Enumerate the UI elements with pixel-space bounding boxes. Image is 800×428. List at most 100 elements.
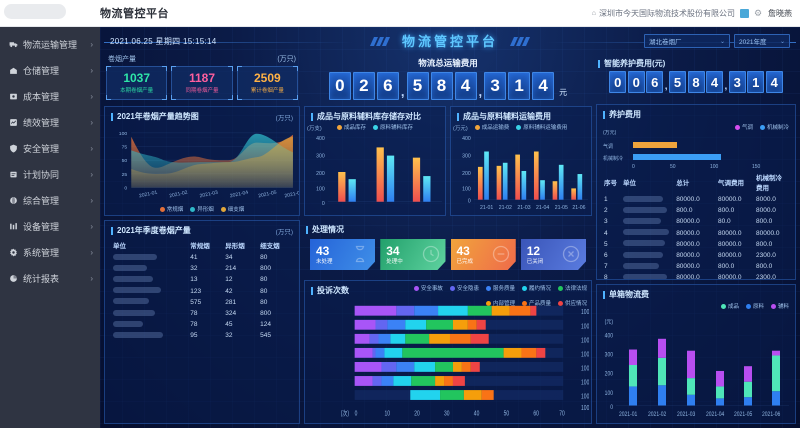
svg-text:0: 0 <box>468 199 471 205</box>
svg-text:70: 70 <box>559 410 565 418</box>
year-select[interactable]: 2021年度 ⌄ <box>734 34 790 48</box>
sidebar-item-warehouse[interactable]: 仓储管理 › <box>0 57 100 83</box>
table-row[interactable]: 78 324 800 <box>110 308 294 319</box>
maint-fee-legend: 气调 机械制冷 <box>734 122 789 132</box>
cell-shaped: 45 <box>225 321 233 329</box>
panel-toggle-icon[interactable] <box>740 8 749 18</box>
svg-text:400: 400 <box>605 333 613 339</box>
sidebar-item-plan[interactable]: 计划协同 › <box>0 161 100 187</box>
status-card-pending[interactable]: 43 未处理 <box>310 239 375 270</box>
sidebar-item-performance[interactable]: 绩效管理 › <box>0 109 100 135</box>
status-label: 处理中 <box>386 258 403 265</box>
svg-text:200: 200 <box>462 171 471 177</box>
gear-icon[interactable]: ⚙ <box>754 7 763 18</box>
status-card-closed[interactable]: 12 已关闭 <box>521 239 586 270</box>
digit: 0 <box>328 71 351 100</box>
cell-slim: 800 <box>260 265 272 273</box>
table-row[interactable]: 1 80000.0 80000.0 8000.0 <box>601 194 791 205</box>
table-row[interactable]: 95 32 545 <box>110 330 294 341</box>
svg-text:21-03: 21-03 <box>517 205 530 211</box>
table-row[interactable]: 7 80000.0 800.0 800.0 <box>601 261 791 272</box>
legend-item: 安全事故 <box>413 284 443 292</box>
status-card-done[interactable]: 43 已完成 <box>451 239 516 270</box>
sidebar-item-label: 计划协同 <box>23 169 60 180</box>
table-row[interactable]: 3 80000.0 80.0 800.0 <box>601 216 791 227</box>
sidebar-item-comprehensive[interactable]: 综合管理 › <box>0 187 100 213</box>
cell-unit <box>620 250 673 261</box>
cell-shaped: 42 <box>225 287 233 295</box>
table-row[interactable]: 5 80000.0 80000.0 800.0 <box>601 239 791 250</box>
table-row[interactable]: 4 80000.0 80000.0 80000.0 <box>601 228 791 239</box>
svg-text:100: 100 <box>581 379 589 387</box>
factory-select[interactable]: 湖北卷烟厂 ⌄ <box>644 34 730 48</box>
svg-text:0: 0 <box>610 405 613 411</box>
sidebar-item-cost[interactable]: 成本管理 › <box>0 83 100 109</box>
cell-mech: 8000.0 <box>755 207 776 215</box>
table-row[interactable]: 41 34 80 <box>110 252 294 263</box>
prod-trend-chart: 100 75 50 25 0 2021-01 2021-02 2021-0 <box>105 125 299 213</box>
status-label: 未处理 <box>316 258 333 265</box>
table-row[interactable]: 123 42 80 <box>110 286 294 297</box>
status-label: 已关闭 <box>526 258 544 265</box>
cell-regular: 123 <box>190 287 202 295</box>
sidebar-item-reports[interactable]: 统计报表 › <box>0 265 100 291</box>
panel-title: 单箱物流费 <box>597 285 795 302</box>
dashboard-title: 物流管控平台 <box>401 34 498 49</box>
user-name[interactable]: 詹晓燕 <box>768 8 792 18</box>
table-row[interactable]: 575 281 80 <box>110 297 294 308</box>
svg-text:100: 100 <box>316 186 325 192</box>
cell-unit <box>110 252 187 263</box>
table-row[interactable]: 13 12 80 <box>110 274 294 285</box>
sidebar-item-transport[interactable]: 物流运输管理 › <box>0 31 100 57</box>
svg-text:0: 0 <box>124 186 127 192</box>
table-row[interactable]: 6 80000.0 80000.0 2300.0 <box>601 250 791 261</box>
kpi-card[interactable]: 1187 同期卷烟产量 <box>171 66 233 100</box>
table-row[interactable]: 78 45 124 <box>110 319 294 330</box>
top-bar-left <box>0 0 100 26</box>
datetime-label: 2021.06.25 星期四 15:15:14 <box>110 37 217 46</box>
svg-text:0: 0 <box>355 410 358 418</box>
panel-title-text: 养护费用 <box>609 110 641 119</box>
currency-unit: 元 <box>559 87 568 97</box>
kpi-label: 本期卷烟产量 <box>120 88 154 94</box>
cell-gas: 80000.0 <box>717 229 742 237</box>
cell-gas: 800.0 <box>717 263 735 271</box>
kpi-card[interactable]: 1037 本期卷烟产量 <box>106 66 168 100</box>
svg-text:100: 100 <box>581 351 589 359</box>
svg-text:100: 100 <box>462 186 471 192</box>
sidebar-item-security[interactable]: 安全管理 › <box>0 135 100 161</box>
sidebar-item-label: 设备管理 <box>23 221 60 232</box>
chart-pie-icon <box>9 274 18 283</box>
cost-unit: (万元) <box>453 126 468 132</box>
table-row[interactable]: 2 800.0 800.0 8000.0 <box>601 205 791 216</box>
cell-gas: 800.0 <box>717 207 735 215</box>
sidebar-item-system[interactable]: 系统管理 › <box>0 239 100 265</box>
svg-text:0: 0 <box>632 164 635 170</box>
cell-slim: 80 <box>260 298 268 306</box>
legend-item: 原料辅料库存 <box>373 123 413 131</box>
cell-index: 7 <box>604 263 608 271</box>
cell-unit <box>110 330 187 341</box>
table-row[interactable]: 8 80000.0 80000.0 2300.0 <box>601 272 791 279</box>
panel-title-text: 2021年卷烟产量趋势图 <box>117 112 199 121</box>
svg-text:21-05: 21-05 <box>555 205 568 211</box>
warehouse-icon <box>9 66 18 75</box>
status-card-text: 43 未处理 <box>316 245 333 265</box>
cell-shaped: 32 <box>225 332 233 340</box>
cell-slim: 124 <box>260 321 272 329</box>
sidebar-item-label: 仓储管理 <box>23 65 60 76</box>
legend-item: 常规烟 <box>159 205 183 213</box>
digit: 5 <box>406 71 429 100</box>
status-card-processing[interactable]: 34 处理中 <box>380 239 445 270</box>
sidebar-item-device[interactable]: 设备管理 › <box>0 213 100 239</box>
company-name: ⌂ 深圳市今天国际物流技术股份有限公司 <box>591 8 735 18</box>
cell-shaped: 281 <box>225 298 237 306</box>
table-row[interactable]: 32 214 800 <box>110 263 294 274</box>
kpi-label: 累计卷烟产量 <box>250 88 284 94</box>
svg-text:400: 400 <box>462 136 471 142</box>
right-column: 智能养护费用(元) 0 0 6 , 5 8 4 , 3 1 <box>596 54 796 424</box>
panel-title-text: 单箱物流费 <box>609 290 649 299</box>
cell-unit <box>110 297 187 308</box>
panel-title: 投诉次数 <box>305 281 591 298</box>
kpi-card[interactable]: 2509 累计卷烟产量 <box>236 66 298 100</box>
